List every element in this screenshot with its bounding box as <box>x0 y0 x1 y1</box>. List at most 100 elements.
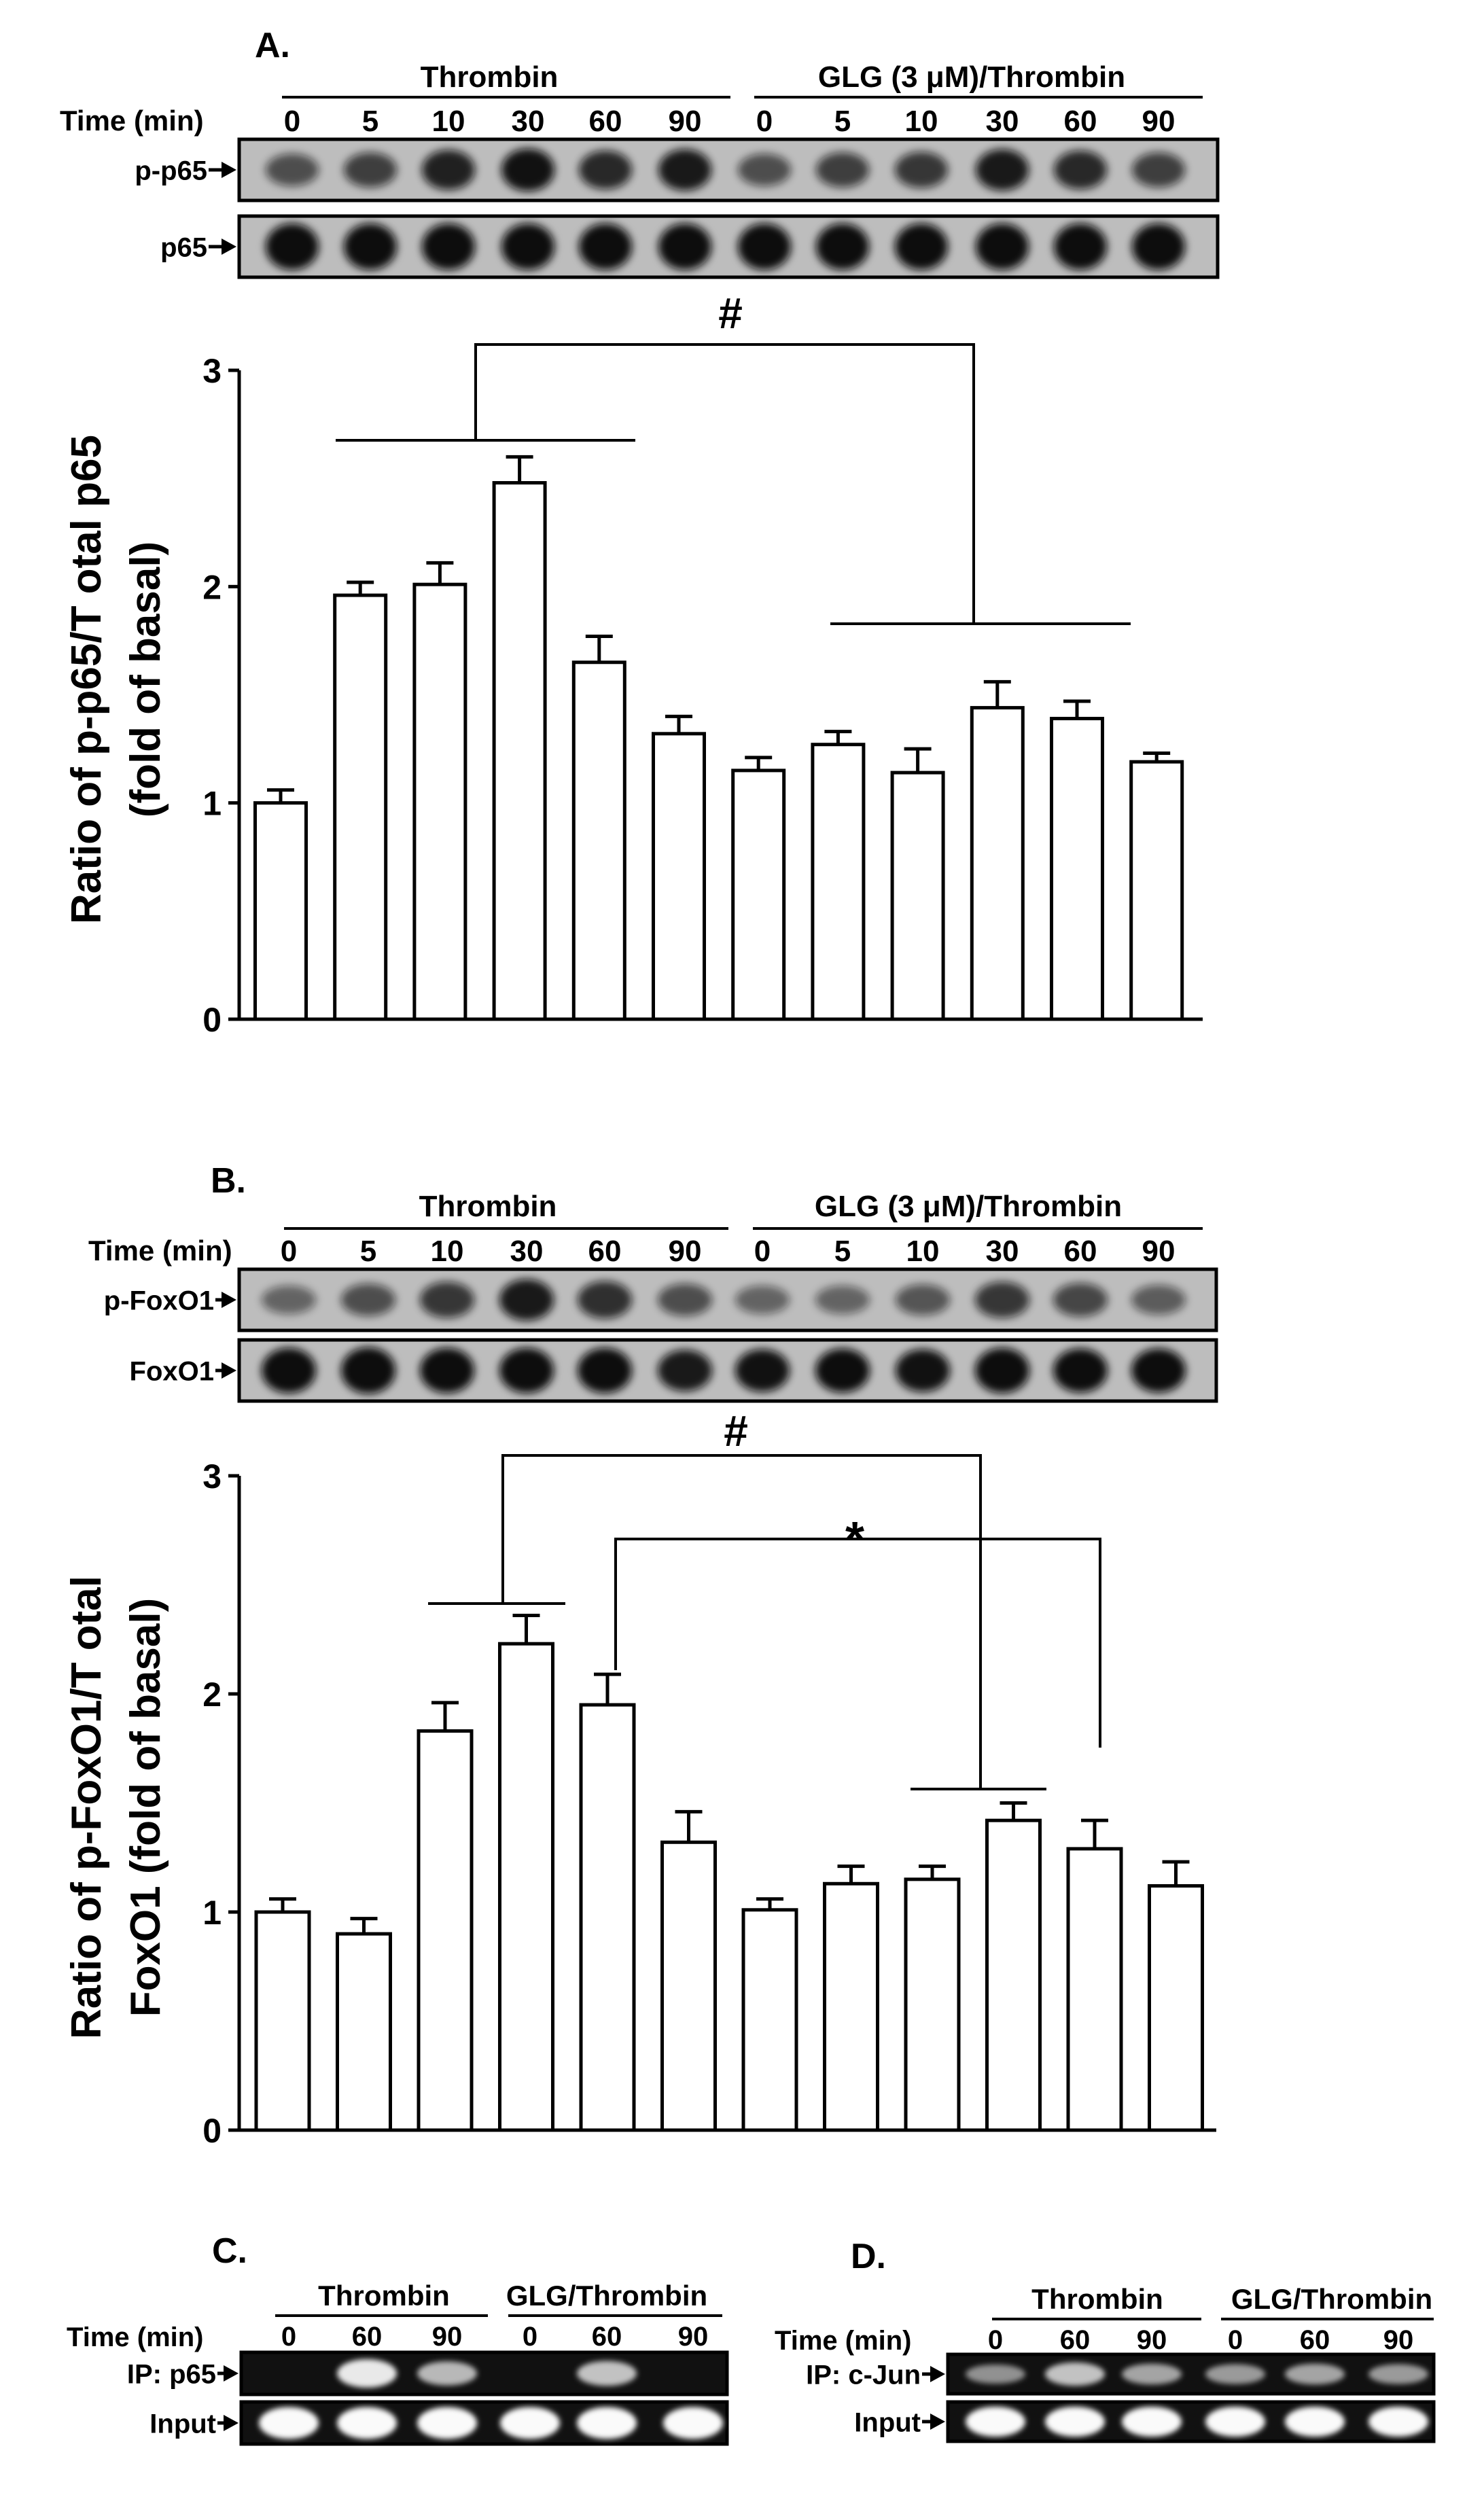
panel-b-group-left-label: Thrombin <box>419 1190 557 1223</box>
blot-band <box>266 154 319 186</box>
blot-band <box>337 2407 397 2439</box>
panel-d: D. Thrombin GLG/Thrombin Time (min) 0 60 9… <box>775 2237 1436 2443</box>
blot-row-label-1: Input <box>854 2407 921 2437</box>
blot-band <box>1131 1348 1186 1393</box>
blot-band <box>1054 223 1107 270</box>
blot-band <box>341 1284 395 1316</box>
blot-band <box>1368 2406 1428 2437</box>
blot-band <box>579 150 632 190</box>
blot-band <box>501 223 554 270</box>
y-tick-label-1: 1 <box>202 1894 222 1932</box>
panel-b-time-labels: 0 5 10 30 60 90 0 5 10 30 60 90 <box>281 1235 1176 1268</box>
blot-band <box>417 2361 477 2386</box>
blot-band <box>1045 2406 1105 2437</box>
panel-a-bracket <box>474 343 975 624</box>
blot-strip-0 <box>239 2350 729 2396</box>
time-label-0: 0 <box>281 1235 297 1268</box>
y-axis-label-line1: Ratio of p-p65/T otal p65 <box>63 435 110 924</box>
time-label-11: 90 <box>1142 1235 1176 1268</box>
blot-band <box>1053 1283 1108 1317</box>
time-label-2: 10 <box>431 1235 464 1268</box>
blot-row-label-0: p-FoxO1 <box>104 1286 214 1315</box>
time-label-10: 60 <box>1064 1235 1097 1268</box>
blot-band <box>815 1285 870 1315</box>
bar <box>412 582 467 1021</box>
blot-band <box>422 223 475 270</box>
blot-band <box>577 2360 637 2386</box>
blot-band <box>975 1281 1029 1318</box>
panel-c-label: C. <box>212 2231 247 2271</box>
blot-band <box>738 154 791 186</box>
blot-band <box>417 2407 477 2439</box>
time-label-8: 10 <box>905 105 938 138</box>
panel-c-group-right-label: GLG/Thrombin <box>506 2280 707 2312</box>
bar <box>492 481 547 1021</box>
blot-band <box>262 1285 316 1315</box>
blot-band <box>896 1349 950 1392</box>
blot-band <box>266 223 319 270</box>
blot-arrow-head-0 <box>930 2366 945 2382</box>
y-axis-label-line1: Ratio of p-FoxO1/T otal <box>63 1576 110 2039</box>
panel-c-time-label: Time (min) <box>67 2322 204 2352</box>
bar <box>333 593 388 1021</box>
blot-band <box>816 152 869 188</box>
panel-d-time-labels: 0 60 90 0 60 90 <box>988 2325 1413 2355</box>
bar <box>660 1840 717 2132</box>
panel-b-bracket-hash <box>501 1454 982 1789</box>
blot-band <box>1285 2363 1345 2385</box>
blot-band <box>344 152 397 188</box>
time-label-4: 60 <box>588 1235 622 1268</box>
blot-band <box>966 2364 1025 2384</box>
blot-band <box>738 223 791 270</box>
panel-d-group-right-label: GLG/Thrombin <box>1231 2283 1432 2315</box>
blot-arrow-head-0 <box>222 162 236 178</box>
panel-d-group-left-label: Thrombin <box>1031 2283 1163 2315</box>
bar <box>970 706 1025 1021</box>
time-label-0: 0 <box>281 2322 296 2352</box>
panel-d-label: D. <box>851 2237 886 2276</box>
blot-band <box>578 1347 632 1394</box>
blot-band <box>1054 150 1107 190</box>
blot-band <box>658 1284 712 1316</box>
blot-row-label-0: p-p65 <box>135 156 207 185</box>
panel-d-blot: IP: c-Jun Input <box>806 2352 1436 2443</box>
time-label-4: 60 <box>589 105 622 138</box>
bar <box>741 1908 798 2132</box>
bar <box>1148 1883 1204 2132</box>
bar <box>1129 760 1184 1021</box>
bar <box>498 1642 554 2132</box>
y-tick-label-0: 0 <box>202 2112 222 2150</box>
blot-arrow-head-1 <box>224 2415 238 2431</box>
blot-band <box>1132 223 1185 270</box>
blot-band <box>500 2407 560 2439</box>
panel-c-time-labels: 0 60 90 0 60 90 <box>281 2322 708 2352</box>
time-label-5: 90 <box>669 105 702 138</box>
bar <box>731 768 786 1021</box>
blot-arrow-head-0 <box>222 1292 236 1308</box>
blot-band <box>658 1349 712 1392</box>
blot-band <box>341 1347 395 1394</box>
time-label-5: 90 <box>678 2322 709 2352</box>
y-tick-label-3: 3 <box>202 352 222 390</box>
panel-a-group-right-label: GLG (3 μM)/Thrombin <box>818 60 1125 94</box>
time-label-1: 5 <box>362 105 378 138</box>
blot-band <box>262 1347 316 1394</box>
blot-arrow-head-1 <box>222 1362 236 1379</box>
panel-a-chart: 0 1 2 3 Ratio of p-p65/T otal p65 (fold of ba… <box>63 352 1203 1039</box>
panel-c-group-left-label: Thrombin <box>318 2280 450 2312</box>
time-label-3: 30 <box>510 1235 544 1268</box>
time-label-10: 60 <box>1064 105 1097 138</box>
blot-band <box>1285 2406 1345 2437</box>
bar <box>652 732 706 1021</box>
blot-band <box>1122 2406 1182 2437</box>
bar <box>579 1703 636 2132</box>
panel-b-blot: p-FoxO1 FoxO1 <box>104 1267 1218 1403</box>
blot-band <box>663 2407 723 2439</box>
blot-band <box>344 223 397 270</box>
blot-band <box>579 223 632 270</box>
time-label-5: 90 <box>1383 2325 1414 2355</box>
blot-band <box>1132 152 1185 188</box>
blot-row-label-0: IP: c-Jun <box>806 2360 921 2390</box>
blot-band <box>895 223 948 270</box>
blot-band <box>578 1281 632 1319</box>
